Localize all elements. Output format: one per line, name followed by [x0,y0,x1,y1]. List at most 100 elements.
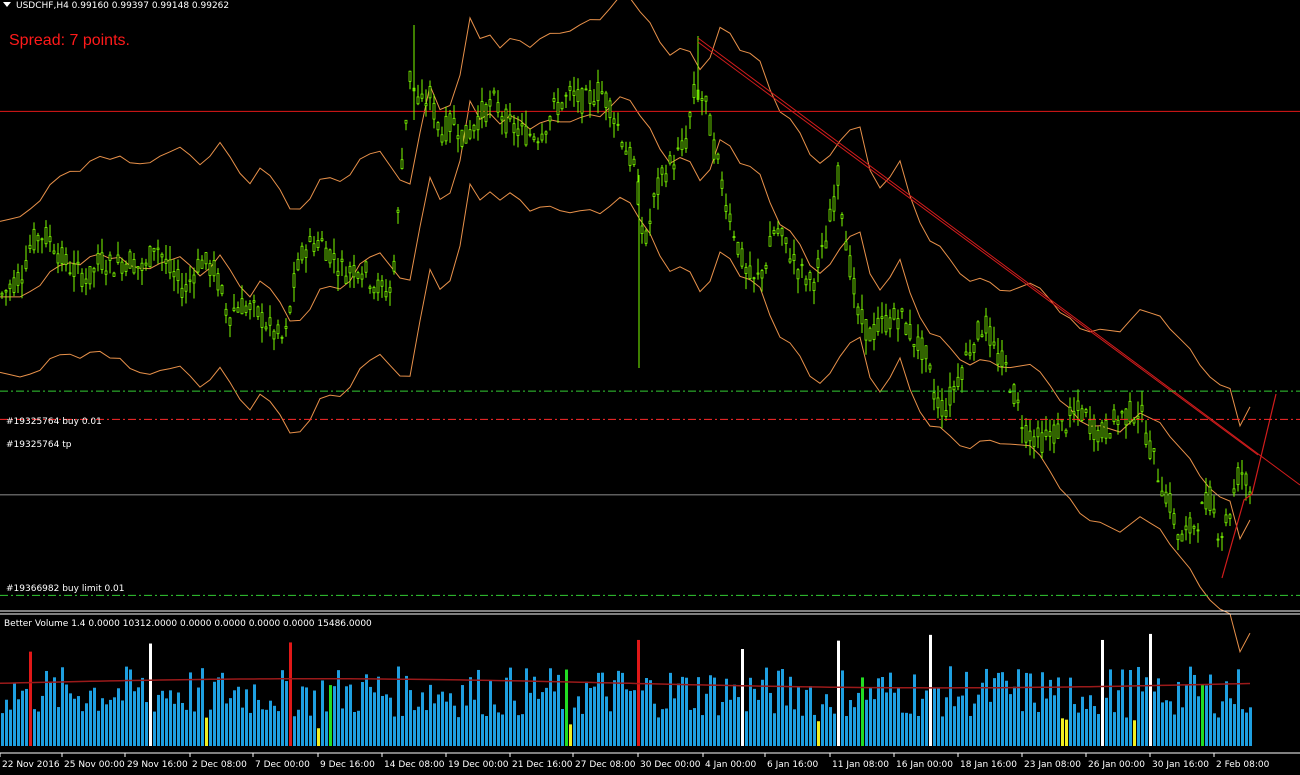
candle-body [284,325,288,329]
candle-body [1240,472,1244,475]
volume-bar [209,709,212,746]
volume-bar [173,703,176,746]
volume-bar [909,713,912,746]
candle-body [312,243,316,252]
candle-body [1068,406,1072,417]
volume-pane[interactable]: Better Volume 1.4 0.0000 10312.0000 0.00… [0,619,1252,746]
candle-body [332,253,336,260]
trend-line [697,37,1300,486]
volume-bar [121,700,124,746]
candle-body [824,240,828,249]
volume-bar [225,703,228,746]
volume-bar [61,667,64,746]
volume-bar [989,701,992,746]
horizontal-lines[interactable] [0,110,1300,496]
candle-body [416,96,420,105]
candle-body [560,102,564,110]
candle-body [472,124,476,132]
volume-bar [1073,704,1076,746]
volume-bar [733,684,736,746]
volume-bar [453,705,456,746]
volume-bar [585,681,588,746]
volume-bar [977,694,980,746]
candle-body [1004,362,1008,365]
volume-bar [1145,677,1148,746]
time-tick-label: 14 Dec 08:00 [384,760,445,770]
volume-bar [341,708,344,746]
candle-body [152,247,156,252]
volume-bar [433,703,436,746]
volume-bar [317,728,320,746]
candle-body [960,367,964,380]
candle-body [1148,440,1152,459]
volume-bar [625,689,628,746]
volume-bar [577,696,580,746]
volume-bar [1017,669,1020,746]
volume-bar [29,651,32,746]
volume-bar [945,697,948,746]
candle-body [512,123,516,134]
candle-body [732,236,736,239]
candle-body [1048,431,1052,437]
order-lines[interactable] [0,390,1300,596]
volume-bar [169,690,172,746]
candle-body [188,279,192,282]
candle-body [520,123,524,127]
volume-bar [125,666,128,746]
candle-body [608,100,612,119]
candle-body [728,213,732,223]
volume-bar [13,683,16,746]
candle-body [160,253,164,258]
volume-bar [993,678,996,746]
candle-body [1040,432,1044,453]
volume-bar [65,684,68,746]
trend-lines[interactable] [697,37,1300,579]
candle-body [356,272,360,279]
candle-body [384,291,388,298]
candle-body [584,88,588,91]
volume-bar [393,716,396,746]
volume-bar [289,642,292,746]
volume-bar [213,681,216,746]
candle-body [676,147,680,150]
candle-body [508,114,512,120]
volume-bar [197,687,200,746]
volume-bar [957,696,960,746]
candle-body [476,115,480,131]
time-axis: 22 Nov 2016 25 Nov 00:00 29 Nov 16:00 2 Dec… [0,753,1270,770]
trend-line [697,41,1259,456]
candle-body [536,141,540,144]
candle-body [232,307,236,311]
volume-bar [505,677,508,746]
volume-bar [101,698,104,746]
volume-bar [1001,672,1004,746]
candle-body [400,159,404,169]
volume-bar [189,672,192,746]
volume-bar [241,707,244,746]
volume-bar [1217,717,1220,746]
candle-body [440,134,444,143]
candle-body [736,241,740,255]
candle-body [216,273,220,291]
candle-body [180,287,184,298]
candle-body [376,279,380,294]
volume-bar [1109,669,1112,746]
volume-bar [561,709,564,746]
collapse-triangle-icon[interactable] [3,2,11,7]
volume-bar [109,699,112,746]
candle-body [516,128,520,137]
volume-bar [985,668,988,746]
volume-bar [749,677,752,746]
volume-bar [657,717,660,746]
volume-bar [841,670,844,746]
candle-body [340,258,344,263]
volume-bar [1013,686,1016,746]
volume-bar [485,716,488,746]
candle-body [552,98,556,102]
main-price-pane[interactable]: USDCHF,H4 0.99160 0.99397 0.99148 0.9926… [0,0,1300,654]
time-tick-label: 11 Jan 08:00 [832,760,889,770]
volume-bar [1185,685,1188,746]
candle-body [1160,490,1164,497]
